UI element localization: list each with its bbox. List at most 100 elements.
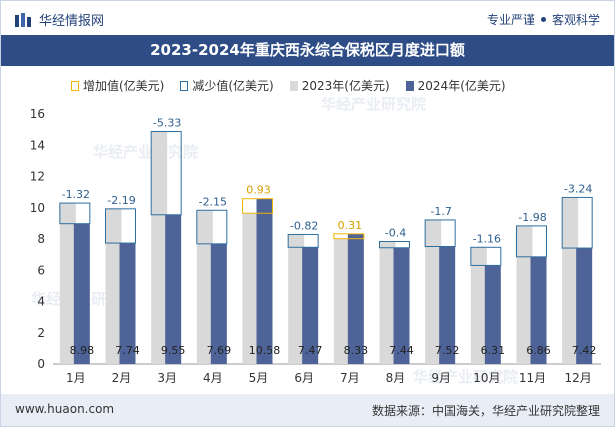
legend-item-increase: 增加值(亿美元) [71, 77, 164, 94]
value-label-2024: 7.44 [389, 344, 414, 357]
change-label: -1.7 [430, 205, 451, 218]
decrease-bracket [59, 202, 91, 225]
value-label-2024: 8.33 [344, 344, 369, 357]
legend-swatch-increase-icon [71, 80, 79, 91]
tagline: 专业严谨 客观科学 [487, 11, 600, 28]
value-label-2024: 6.86 [526, 344, 551, 357]
y-tick-label: 4 [37, 295, 45, 309]
decrease-bracket [196, 209, 228, 245]
x-tick-label: 7月 [340, 371, 360, 385]
bar-2023 [196, 210, 213, 364]
bar-2024 [302, 247, 319, 364]
y-tick-label: 10 [30, 201, 45, 215]
brand-name: 华经情报网 [39, 14, 105, 29]
y-tick-label: 12 [30, 170, 45, 184]
y-tick-label: 8 [37, 232, 45, 246]
decrease-bracket [105, 208, 136, 244]
tagline-right: 客观科学 [551, 13, 600, 27]
bar-2023 [470, 247, 487, 364]
legend-swatch-2024-icon [405, 80, 414, 91]
x-tick-label: 1月 [66, 371, 86, 385]
change-label: -0.82 [290, 219, 318, 232]
change-label: -2.19 [107, 194, 135, 207]
legend-item-2024: 2024年(亿美元) [405, 77, 506, 94]
bar-2023 [333, 238, 350, 364]
change-label: -5.33 [153, 117, 181, 130]
bar-2024 [393, 247, 410, 364]
bar-2024 [73, 223, 90, 364]
bar-2023 [151, 131, 168, 364]
value-label-2024: 7.42 [572, 344, 597, 357]
legend-label-increase: 增加值(亿美元) [83, 79, 165, 93]
x-tick-label: 6月 [294, 371, 314, 385]
change-label: -0.4 [385, 227, 406, 240]
decrease-bracket [150, 131, 182, 216]
value-label-2024: 7.52 [435, 344, 460, 357]
bar-2024 [210, 243, 227, 364]
y-tick-label: 16 [30, 107, 45, 121]
decrease-bracket [516, 225, 547, 258]
watermark-text: 华经产业研究院 [413, 368, 518, 386]
change-label: 0.93 [246, 184, 271, 197]
bar-2023 [562, 197, 579, 364]
value-label-2024: 6.31 [481, 344, 506, 357]
watermark-text: 华经产业研究院 [93, 143, 198, 161]
bar-2024 [347, 233, 364, 364]
change-label: -2.15 [199, 195, 227, 208]
brand: 华经情报网 [15, 10, 104, 29]
x-tick-label: 8月 [386, 371, 406, 385]
bar-2024 [165, 214, 182, 364]
x-tick-label: 3月 [157, 371, 177, 385]
value-label-2024: 7.69 [207, 344, 232, 357]
legend-label-2024: 2024年(亿美元) [417, 79, 506, 93]
bar-2024 [439, 246, 456, 364]
footer: www.huaon.com 数据来源：中国海关，华经产业研究院整理 [1, 394, 614, 426]
legend-item-2023: 2023年(亿美元) [289, 77, 390, 94]
value-label-2024: 8.98 [70, 344, 95, 357]
bar-2023 [516, 225, 533, 364]
chart-title: 2023-2024年重庆西永综合保税区月度进口额 [1, 35, 614, 66]
x-tick-label: 9月 [431, 371, 451, 385]
bar-2024 [256, 198, 273, 364]
legend-label-2023: 2023年(亿美元) [301, 79, 390, 93]
legend-swatch-2023-icon [289, 80, 298, 91]
footer-url: www.huaon.com [15, 402, 115, 416]
bar-2024 [119, 243, 136, 364]
top-bar: 华经情报网 专业严谨 客观科学 [1, 1, 614, 35]
footer-source: 数据来源：中国海关，华经产业研究院整理 [371, 404, 600, 418]
chart-plot: 华经产业研究院华经产业研究院华经产业研究院华经产业研究院024681012141… [30, 97, 601, 386]
change-label: -1.16 [473, 232, 501, 245]
value-label-2024: 9.55 [161, 344, 186, 357]
x-tick-label: 5月 [249, 371, 269, 385]
y-tick-label: 0 [37, 357, 45, 371]
tagline-dot-icon [540, 17, 546, 22]
decrease-bracket [470, 246, 502, 266]
increase-bracket [333, 233, 365, 240]
bar-2023 [288, 234, 305, 364]
decrease-bracket [424, 219, 456, 247]
legend-swatch-decrease-icon [180, 80, 189, 91]
value-label-2024: 10.58 [249, 344, 281, 357]
bar-2024 [530, 256, 547, 364]
bar-2023 [242, 213, 259, 364]
x-tick-label: 10月 [473, 371, 500, 385]
value-label-2024: 7.74 [115, 344, 140, 357]
increase-bracket [242, 198, 273, 214]
legend-label-decrease: 减少值(亿美元) [192, 79, 274, 93]
x-tick-label: 2月 [112, 371, 132, 385]
brand-logo-icon [15, 12, 31, 27]
x-tick-label: 12月 [565, 371, 592, 385]
x-tick-label: 11月 [519, 371, 546, 385]
y-tick-label: 6 [37, 263, 45, 277]
legend: 增加值(亿美元) 减少值(亿美元) 2023年(亿美元) 2024年(亿美元) [71, 77, 522, 94]
change-label: 0.31 [338, 219, 363, 232]
bar-2024 [484, 265, 501, 364]
decrease-bracket [287, 233, 319, 248]
change-label: -3.24 [564, 182, 592, 195]
bar-2023 [59, 203, 76, 364]
bar-2024 [576, 248, 593, 364]
y-tick-label: 2 [37, 326, 45, 340]
decrease-bracket [379, 241, 410, 249]
tagline-left: 专业严谨 [486, 13, 535, 27]
